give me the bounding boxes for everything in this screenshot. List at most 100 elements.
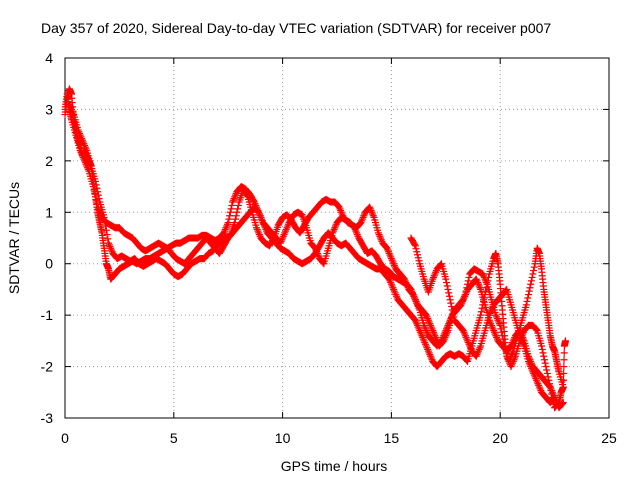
data-point <box>411 316 419 324</box>
data-point <box>466 342 474 350</box>
data-point <box>221 225 229 233</box>
data-point <box>225 215 233 223</box>
series-track-4 <box>407 234 559 407</box>
data-point <box>487 308 495 316</box>
data-point <box>424 316 432 324</box>
data-point <box>279 232 287 240</box>
data-point <box>82 160 90 168</box>
data-point <box>421 325 429 333</box>
data-point <box>535 381 543 389</box>
data-point <box>474 279 482 287</box>
data-point <box>77 148 85 156</box>
data-point <box>517 333 525 341</box>
data-point <box>279 234 287 242</box>
data-point <box>447 299 455 307</box>
data-point <box>440 335 448 343</box>
data-point <box>450 313 458 321</box>
data-point <box>560 356 568 364</box>
data-point <box>538 345 546 353</box>
data-point <box>230 195 238 203</box>
data-point <box>282 227 290 235</box>
data-point <box>532 375 540 383</box>
data-point <box>412 297 420 305</box>
data-point <box>525 359 533 367</box>
data-point <box>463 335 471 343</box>
data-point <box>507 352 515 360</box>
x-tick-label: 10 <box>275 430 291 446</box>
data-point <box>253 225 261 233</box>
data-point <box>527 363 535 371</box>
data-point <box>423 328 431 336</box>
data-point <box>464 339 472 347</box>
data-point <box>282 225 290 233</box>
y-tick-label: 0 <box>45 256 53 272</box>
data-point <box>493 315 501 323</box>
data-point <box>461 292 469 300</box>
y-axis-label: SDTVAR / TECUs <box>6 182 22 294</box>
data-point <box>472 275 480 283</box>
data-point <box>232 212 240 220</box>
data-point <box>81 141 89 149</box>
data-point <box>463 357 471 365</box>
data-point <box>93 184 101 192</box>
data-point <box>353 231 361 239</box>
data-point <box>224 219 232 227</box>
data-point <box>243 192 251 200</box>
data-point <box>233 208 241 216</box>
data-point <box>387 279 395 287</box>
data-point <box>80 140 88 148</box>
data-point <box>223 222 231 230</box>
data-point <box>519 340 527 348</box>
data-point <box>490 328 498 336</box>
data-point <box>281 229 289 237</box>
data-point <box>413 320 421 328</box>
data-point <box>442 332 450 340</box>
data-point <box>105 241 113 249</box>
data-point <box>494 316 502 324</box>
data-point <box>474 349 482 357</box>
data-point <box>403 280 411 288</box>
data-point <box>495 320 503 328</box>
data-point <box>543 366 551 374</box>
y-tick-label: 4 <box>45 50 53 66</box>
data-point <box>525 287 533 295</box>
data-point <box>536 385 544 393</box>
data-point <box>527 277 535 285</box>
data-point <box>68 105 76 113</box>
data-point <box>464 277 472 285</box>
data-point <box>105 239 113 247</box>
data-point <box>280 231 288 239</box>
data-point <box>413 248 421 256</box>
data-point <box>386 277 394 285</box>
data-point <box>441 333 449 341</box>
data-point <box>252 224 260 232</box>
data-point <box>535 383 543 391</box>
data-point <box>377 236 385 244</box>
data-point <box>524 357 532 365</box>
data-point <box>561 337 569 345</box>
y-tick-labels: 4 3 2 1 0 -1 -2 -3 <box>41 50 54 426</box>
data-point <box>427 321 435 329</box>
data-point <box>540 356 548 364</box>
data-point <box>312 246 320 254</box>
data-point <box>548 387 556 395</box>
data-point <box>446 296 454 304</box>
data-point <box>420 337 428 345</box>
data-point <box>414 321 422 329</box>
data-point <box>499 335 507 343</box>
data-point <box>226 212 234 220</box>
data-point <box>495 318 503 326</box>
data-point <box>526 361 534 369</box>
data-point <box>254 227 262 235</box>
data-points <box>61 85 569 412</box>
data-point <box>549 395 557 403</box>
data-point <box>412 318 420 326</box>
data-point <box>437 261 445 269</box>
data-point <box>419 333 427 341</box>
data-point <box>220 229 228 237</box>
data-point <box>487 306 495 314</box>
data-point <box>102 226 110 234</box>
data-point <box>457 301 465 309</box>
data-point <box>331 224 339 232</box>
